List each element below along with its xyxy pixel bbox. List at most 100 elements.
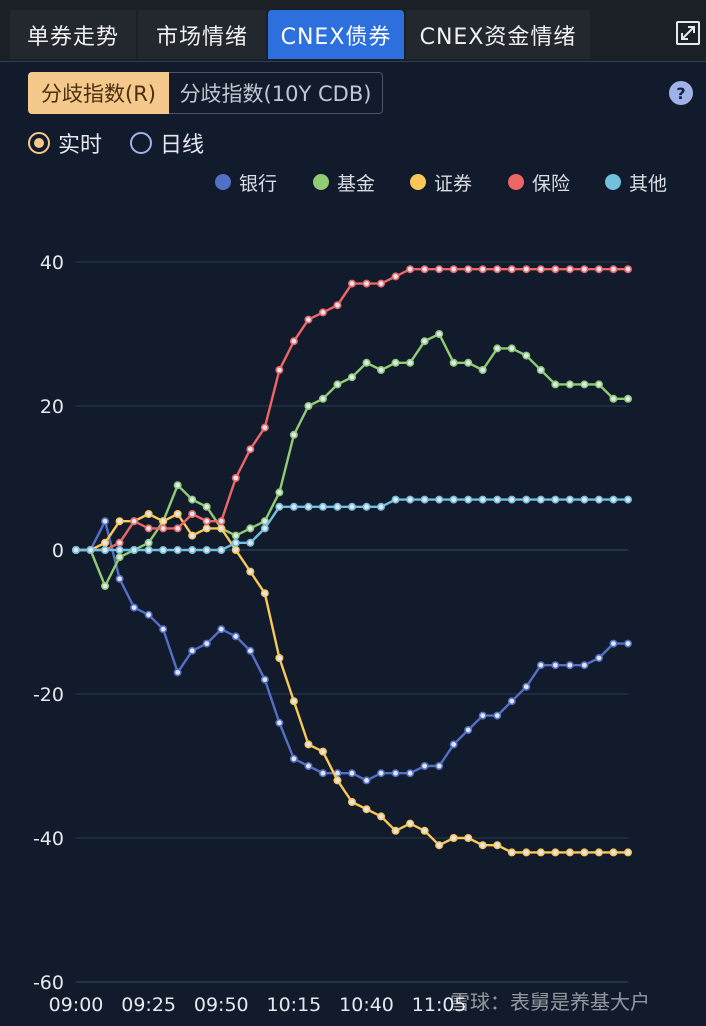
legend-insurance-swatch: [508, 174, 524, 190]
radio-checked-icon: [28, 132, 50, 154]
data-point: [275, 718, 284, 727]
tab-market-sentiment[interactable]: 市场情绪: [138, 10, 266, 59]
data-point: [347, 769, 356, 778]
data-point: [333, 301, 342, 310]
data-point: [72, 545, 81, 554]
data-point: [623, 394, 632, 403]
series-line: [74, 332, 630, 588]
x-tick-label: 09:00: [49, 994, 104, 1016]
legend-item-insurance[interactable]: 保险: [508, 168, 570, 196]
data-point: [347, 797, 356, 806]
legend-other-swatch: [605, 174, 621, 190]
data-point: [391, 495, 400, 504]
help-icon[interactable]: ?: [669, 81, 693, 105]
data-point: [304, 740, 313, 749]
data-point: [173, 481, 182, 490]
data-point: [420, 495, 429, 504]
data-point: [115, 517, 124, 526]
data-point: [362, 502, 371, 511]
data-point: [347, 502, 356, 511]
data-point: [493, 495, 502, 504]
data-point: [493, 344, 502, 353]
data-point: [420, 265, 429, 274]
data-point: [406, 265, 415, 274]
tab-cnex-funding-sentiment[interactable]: CNEX资金情绪: [406, 10, 590, 59]
data-point: [115, 574, 124, 583]
tab-single-bond-trend[interactable]: 单券走势: [10, 10, 136, 59]
data-point: [536, 366, 545, 375]
data-point: [144, 610, 153, 619]
data-point: [130, 603, 139, 612]
data-point: [289, 502, 298, 511]
data-point: [260, 675, 269, 684]
data-point: [101, 517, 110, 526]
realtime-radio[interactable]: 实时: [28, 128, 102, 158]
series-4: [72, 495, 632, 554]
data-point: [449, 495, 458, 504]
series-line: [74, 520, 630, 782]
data-point: [464, 495, 473, 504]
data-point: [318, 394, 327, 403]
data-point: [594, 265, 603, 274]
daily-radio[interactable]: 日线: [130, 128, 204, 158]
data-point: [551, 848, 560, 857]
data-point: [478, 495, 487, 504]
data-point: [522, 265, 531, 274]
x-tick-label: 09:50: [194, 994, 249, 1016]
data-point: [217, 625, 226, 634]
legend-other-label: 其他: [629, 172, 668, 195]
x-tick-label: 11:05: [412, 994, 467, 1016]
data-point: [522, 495, 531, 504]
data-point: [435, 841, 444, 850]
data-point: [289, 337, 298, 346]
data-point: [246, 567, 255, 576]
data-point: [246, 646, 255, 655]
data-point: [565, 848, 574, 857]
data-point: [188, 646, 197, 655]
data-point: [260, 589, 269, 598]
legend-insurance-label: 保险: [532, 172, 571, 195]
data-point: [522, 351, 531, 360]
data-point: [377, 279, 386, 288]
data-point: [435, 265, 444, 274]
divergence-line-chart[interactable]: 40 20 0 -20 -40 -60 09:00 09:25 09:50 10:15 10:40…: [0, 200, 706, 1026]
data-point: [580, 661, 589, 670]
data-point: [101, 545, 110, 554]
data-point: [101, 538, 110, 547]
tab-cnex-bond[interactable]: CNEX债券: [268, 10, 404, 59]
data-point: [420, 337, 429, 346]
x-axis-layer: 09:00 09:25 09:50 10:15 10:40 11:05: [49, 981, 628, 1016]
data-point: [478, 265, 487, 274]
legend-item-fund[interactable]: 基金: [313, 168, 375, 196]
data-point: [609, 848, 618, 857]
legend-securities-label: 证券: [434, 172, 473, 195]
data-point: [159, 524, 168, 533]
data-point: [217, 545, 226, 554]
radio-unchecked-icon: [130, 132, 152, 154]
legend-bank-label: 银行: [239, 172, 278, 195]
data-point: [464, 833, 473, 842]
expand-icon[interactable]: [676, 21, 700, 45]
legend-item-other[interactable]: 其他: [605, 168, 667, 196]
data-point: [565, 495, 574, 504]
divergence-index-10y-cdb-button[interactable]: 分歧指数(10Y CDB): [169, 72, 383, 114]
data-point: [202, 545, 211, 554]
data-point: [173, 524, 182, 533]
data-point: [260, 423, 269, 432]
data-point: [594, 653, 603, 662]
data-point: [347, 373, 356, 382]
data-point: [449, 740, 458, 749]
data-point: [144, 538, 153, 547]
legend-item-bank[interactable]: 银行: [215, 168, 277, 196]
data-point: [449, 833, 458, 842]
data-point: [333, 380, 342, 389]
data-point: [406, 819, 415, 828]
daily-label: 日线: [160, 133, 205, 158]
data-point: [130, 545, 139, 554]
legend-item-securities[interactable]: 证券: [410, 168, 472, 196]
divergence-index-r-button[interactable]: 分歧指数(R): [28, 72, 169, 114]
data-point: [202, 502, 211, 511]
data-point: [318, 769, 327, 778]
data-point: [623, 848, 632, 857]
data-point: [159, 625, 168, 634]
